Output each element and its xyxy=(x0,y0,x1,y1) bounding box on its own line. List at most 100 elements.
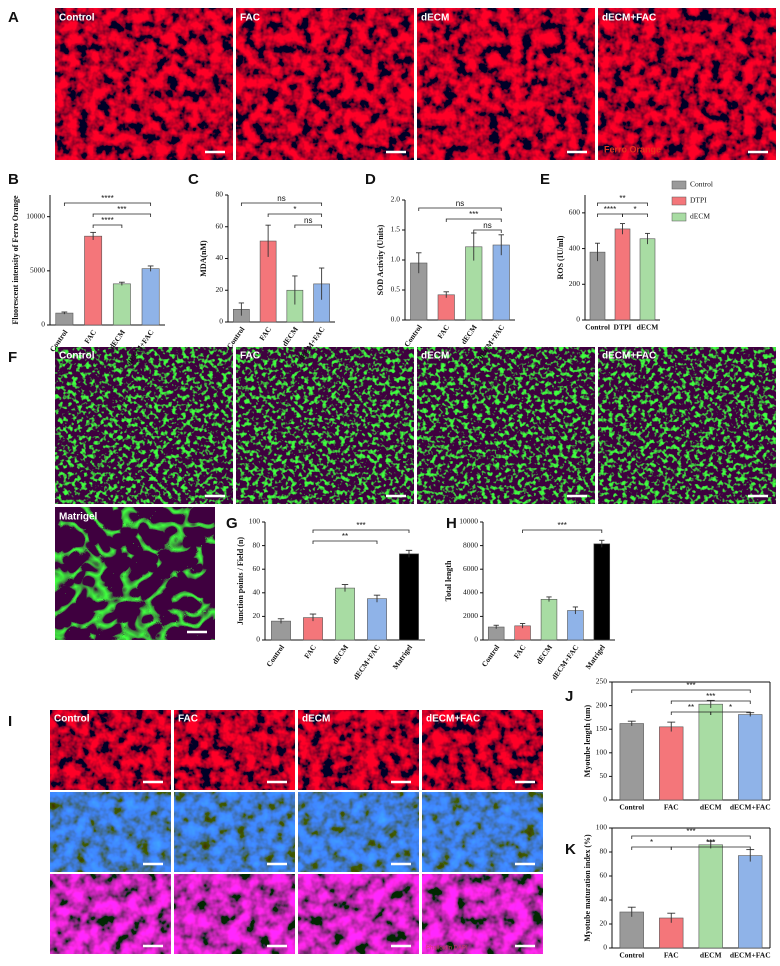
significance-label: * xyxy=(293,205,296,214)
bar xyxy=(492,244,510,321)
panel-letter: I xyxy=(8,713,12,730)
image-label: dECM+FAC xyxy=(602,351,656,362)
bar xyxy=(141,268,160,326)
bar xyxy=(589,251,606,321)
x-tick-label: FAC xyxy=(435,323,451,340)
micrograph xyxy=(422,792,543,872)
micrograph xyxy=(417,347,595,504)
micrograph xyxy=(236,347,414,504)
image-label: Control xyxy=(59,351,95,362)
image-label: FAC xyxy=(178,714,198,725)
x-tick-label: Control xyxy=(402,323,424,349)
significance-label: ns xyxy=(483,221,491,230)
y-tick-label: 40 xyxy=(216,253,224,262)
significance-label: **** xyxy=(101,216,113,225)
significance-label: ns xyxy=(304,216,312,225)
bar xyxy=(698,844,723,949)
x-tick-label: FAC xyxy=(257,325,273,342)
x-tick-label: dECM xyxy=(280,325,300,348)
bar xyxy=(271,620,291,641)
y-tick-label: 4000 xyxy=(463,588,478,597)
significance-bracket xyxy=(631,689,751,693)
significance-bracket xyxy=(597,213,623,217)
significance-label: **** xyxy=(604,205,616,214)
significance-label: * xyxy=(650,838,653,847)
y-tick-label: 0 xyxy=(576,315,580,324)
y-tick-label: 0 xyxy=(603,943,607,952)
panel-letter: E xyxy=(540,171,550,188)
bar xyxy=(593,543,611,641)
y-tick-label: 20 xyxy=(253,611,261,620)
micrograph xyxy=(598,8,776,160)
y-tick-label: 0 xyxy=(41,320,45,329)
significance-label: *** xyxy=(686,681,695,690)
panel-letter: K xyxy=(565,841,576,858)
significance-bracket xyxy=(312,529,410,533)
bar xyxy=(367,598,387,641)
stain-label: Ferro Orange xyxy=(604,144,661,154)
significance-label: *** xyxy=(686,827,695,836)
significance-bracket xyxy=(522,529,603,533)
y-tick-label: 60 xyxy=(253,564,261,573)
x-tick-label: FAC xyxy=(302,643,318,660)
panel-letter: A xyxy=(8,9,19,26)
significance-label: **** xyxy=(101,194,113,203)
image-label: dECM xyxy=(421,13,449,24)
bar xyxy=(335,587,355,641)
y-axis-label: MDA(nM) xyxy=(199,240,208,277)
micrograph xyxy=(298,792,419,872)
x-tick-label: DTPI xyxy=(614,323,632,332)
y-axis-label: Myotube length (um) xyxy=(583,704,592,777)
significance-bracket xyxy=(240,202,323,206)
y-tick-label: 60 xyxy=(216,221,224,230)
significance-bracket xyxy=(670,700,751,704)
y-tick-label: 0 xyxy=(474,635,478,644)
y-tick-label: 600 xyxy=(569,208,581,217)
y-tick-label: 5000 xyxy=(30,266,45,275)
bar xyxy=(487,626,505,641)
y-tick-label: 400 xyxy=(569,243,581,252)
x-tick-label: Control xyxy=(264,643,286,669)
y-tick-label: 250 xyxy=(596,677,608,686)
significance-bracket xyxy=(710,711,751,715)
micrograph xyxy=(236,8,414,160)
micrograph xyxy=(298,710,419,790)
significance-label: ns xyxy=(456,199,464,208)
micrograph xyxy=(55,8,233,160)
y-axis-label: SOD Activity (Units) xyxy=(376,224,385,295)
x-tick-label: Control xyxy=(480,643,502,669)
significance-bracket xyxy=(92,224,123,228)
y-tick-label: 100 xyxy=(596,823,608,832)
y-tick-label: 20 xyxy=(216,285,224,294)
significance-bracket xyxy=(63,202,152,206)
bar xyxy=(738,855,763,949)
image-label: Control xyxy=(54,714,90,725)
legend-label: dECM xyxy=(690,212,710,221)
x-tick-label: dECM+FAC xyxy=(730,803,771,812)
panel-letter: D xyxy=(365,171,376,188)
y-axis-label: Myotube maturation index (%) xyxy=(583,834,592,942)
significance-label: ** xyxy=(342,532,348,541)
x-tick-label: dECM xyxy=(459,323,479,346)
y-tick-label: 100 xyxy=(596,748,608,757)
y-tick-label: 0 xyxy=(256,635,260,644)
legend-swatch xyxy=(671,180,687,190)
x-tick-label: FAC xyxy=(82,328,98,345)
image-label: dECM+FAC xyxy=(602,13,656,24)
significance-bracket xyxy=(92,213,152,217)
bar xyxy=(55,312,74,326)
micrograph xyxy=(417,8,595,160)
y-tick-label: 10000 xyxy=(26,211,45,220)
x-tick-label: dECM xyxy=(700,951,722,960)
significance-label: ** xyxy=(619,194,625,203)
significance-label: *** xyxy=(117,205,126,214)
y-tick-label: 1.0 xyxy=(391,255,401,264)
y-tick-label: 150 xyxy=(596,724,608,733)
y-tick-label: 2.0 xyxy=(391,195,401,204)
significance-bracket xyxy=(418,207,502,211)
significance-bracket xyxy=(631,835,751,839)
bar xyxy=(639,238,656,321)
legend-swatch xyxy=(671,212,687,222)
micrograph xyxy=(55,507,215,640)
